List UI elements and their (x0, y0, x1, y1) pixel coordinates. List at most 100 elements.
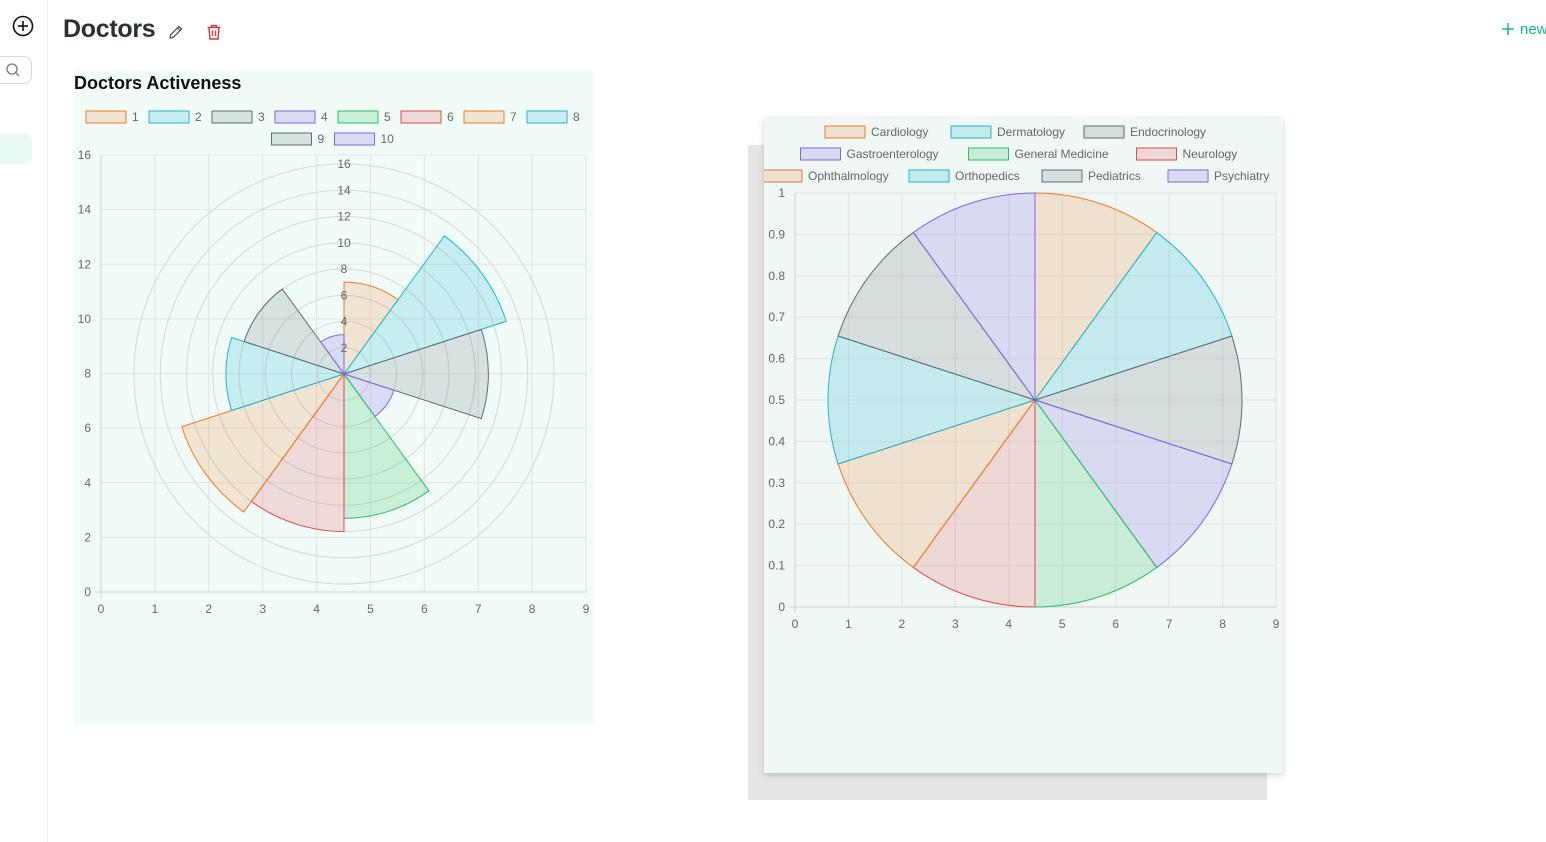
y-tick-label: 0 (84, 585, 91, 599)
x-tick-label: 7 (475, 602, 482, 616)
y-tick-label: 8 (84, 367, 91, 381)
polar-sector (342, 328, 489, 420)
sidebar-item-active[interactable] (0, 134, 32, 164)
pie-slice (912, 192, 1036, 402)
legend-swatch (463, 110, 505, 124)
search-button[interactable] (0, 56, 32, 84)
delete-icon[interactable] (205, 23, 223, 41)
legend-label: 2 (195, 110, 202, 124)
x-tick-label: 8 (1219, 617, 1226, 631)
radial-tick-label: 6 (341, 288, 348, 302)
x-tick-label: 0 (98, 602, 105, 616)
x-tick-label: 6 (1112, 617, 1119, 631)
radial-tick-label: 2 (341, 341, 348, 355)
x-tick-label: 4 (313, 602, 320, 616)
pie-slice (1034, 192, 1158, 402)
pie-slice (827, 335, 1037, 465)
polar-sector (181, 373, 346, 513)
radial-tick-label: 8 (341, 262, 348, 276)
legend-label: Gastroenterology (847, 147, 939, 161)
legend-swatch (1083, 125, 1125, 139)
legend-label: Pediatrics (1088, 169, 1141, 183)
legend-label: Psychiatry (1214, 169, 1269, 183)
search-icon (6, 63, 20, 77)
legend-label: Neurology (1183, 147, 1238, 161)
y-tick-label: 0.6 (768, 352, 785, 366)
radial-tick-label: 12 (337, 210, 351, 224)
legend-swatch (968, 147, 1009, 161)
legend-swatch (908, 169, 950, 183)
x-tick-label: 3 (952, 617, 959, 631)
legend-label: 8 (573, 110, 580, 124)
y-tick-label: 1 (778, 186, 785, 200)
page-title: Doctors (63, 15, 156, 43)
polar-sector (342, 235, 507, 375)
edit-icon[interactable] (167, 23, 185, 41)
polar-sector (320, 334, 345, 376)
y-tick-label: 6 (84, 421, 91, 435)
legend-label: 5 (384, 110, 391, 124)
y-tick-label: 2 (84, 530, 91, 544)
radial-tick-label: 4 (341, 315, 348, 329)
legend-swatch (400, 110, 442, 124)
x-tick-label: 9 (583, 602, 590, 616)
legend-swatch (334, 132, 375, 146)
polar-sector (243, 288, 346, 375)
x-tick-label: 7 (1166, 617, 1173, 631)
x-tick-label: 9 (1273, 617, 1280, 631)
new-button[interactable]: new (1500, 19, 1546, 39)
y-tick-label: 10 (78, 312, 92, 326)
polar-sector (343, 372, 430, 519)
legend-swatch (1136, 147, 1177, 161)
plus-icon (1502, 23, 1514, 35)
legend-swatch (211, 110, 253, 124)
y-tick-label: 0.7 (768, 310, 785, 324)
legend-label: 4 (321, 110, 328, 124)
legend-swatch (950, 125, 992, 139)
legend-swatch (1041, 169, 1083, 183)
y-tick-label: 14 (78, 203, 92, 217)
new-button-label: new (1520, 20, 1546, 38)
y-tick-label: 0.8 (768, 269, 785, 283)
legend-swatch (148, 110, 190, 124)
legend-label: 1 (132, 110, 139, 124)
specialties-widget[interactable]: Cardiology Dermatology Endocrinology Gastro… (764, 118, 1283, 773)
x-tick-label: 2 (899, 617, 906, 631)
radial-tick-label: 16 (337, 157, 351, 171)
y-tick-label: 16 (78, 148, 92, 162)
radial-tick-label: 14 (337, 183, 351, 197)
legend-label: 6 (447, 110, 454, 124)
legend-label: Orthopedics (955, 169, 1020, 183)
pie-slice (837, 231, 1037, 401)
legend-swatch (526, 110, 568, 124)
pie-slice (1034, 398, 1158, 608)
add-icon[interactable] (11, 14, 35, 38)
legend-swatch (1167, 169, 1209, 183)
pie-slice (837, 399, 1037, 569)
pie-slice (1033, 399, 1233, 569)
pie-slice (1033, 231, 1233, 401)
legend-label: Cardiology (871, 125, 928, 139)
x-tick-label: 3 (259, 602, 266, 616)
legend-swatch (800, 147, 841, 161)
y-tick-label: 0.3 (768, 476, 785, 490)
polar-area-chart: 1 2 3 4 5 6 7 89 100 1 2 3 4 5 6 7 8 90246810121416246810… (78, 110, 590, 616)
chart-title: Doctors Activeness (74, 73, 242, 93)
legend-label: 3 (258, 110, 265, 124)
y-tick-label: 0.9 (768, 227, 785, 241)
y-tick-label: 0.2 (768, 517, 785, 531)
doctors-activeness-widget[interactable]: Doctors Activeness 1 2 3 4 5 6 7 8 9 10 0 1 2 3 4 5 6 7 8 9… (74, 70, 593, 725)
y-tick-label: 0.4 (768, 434, 785, 448)
legend-swatch (85, 110, 127, 124)
y-tick-label: 0.5 (768, 393, 785, 407)
pie-slice (912, 398, 1036, 608)
legend-swatch (764, 169, 803, 183)
legend-label: Dermatology (997, 125, 1065, 139)
y-tick-label: 0.1 (768, 559, 785, 573)
x-tick-label: 5 (1059, 617, 1066, 631)
x-tick-label: 0 (792, 617, 799, 631)
legend-label: Ophthalmology (808, 169, 889, 183)
x-tick-label: 5 (367, 602, 374, 616)
legend-label: General Medicine (1015, 147, 1109, 161)
x-tick-label: 1 (152, 602, 159, 616)
